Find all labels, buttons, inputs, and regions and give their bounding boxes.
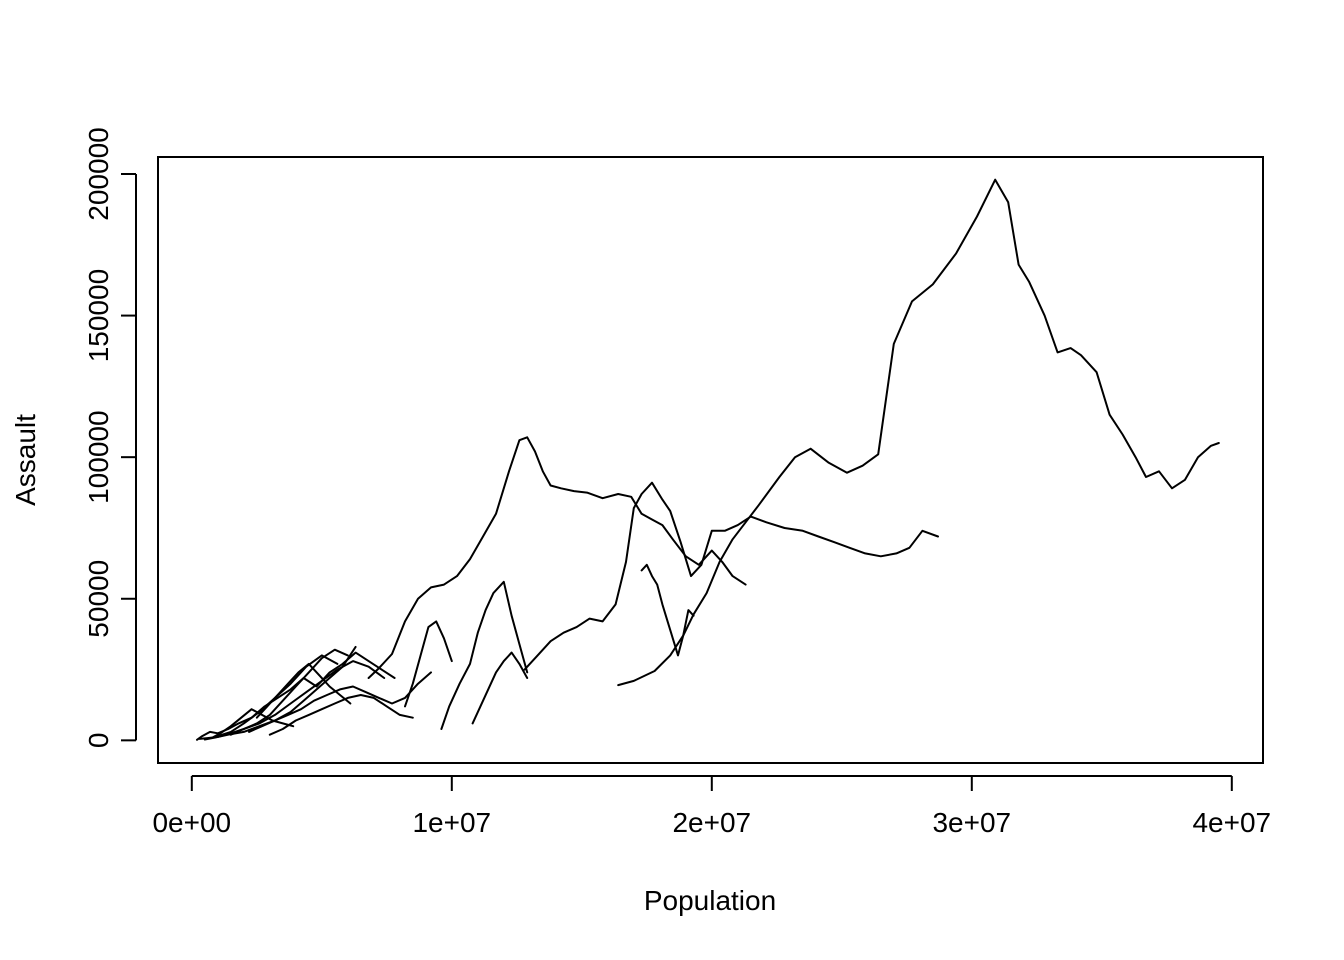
x-tick-label: 4e+07 — [1192, 807, 1271, 838]
y-tick-label: 100000 — [83, 410, 114, 503]
y-tick-label: 0 — [83, 733, 114, 749]
series-line-5 — [440, 580, 529, 730]
series-line-7 — [404, 620, 453, 708]
series-line-14 — [268, 694, 414, 736]
y-tick-label: 50000 — [83, 560, 114, 638]
y-axis: 0 50000 100000 150000 200000 — [83, 127, 137, 749]
y-tick-label: 150000 — [83, 269, 114, 362]
series-line-6 — [471, 651, 529, 725]
series-line-8 — [196, 651, 396, 741]
series-line-1 — [617, 178, 1220, 687]
series-line-4 — [640, 563, 695, 657]
series-line-9 — [198, 660, 386, 740]
x-axis: 0e+00 1e+07 2e+07 3e+07 4e+07 — [152, 775, 1271, 838]
series-line-16 — [211, 708, 295, 739]
x-tick-label: 2e+07 — [672, 807, 751, 838]
series-line-12 — [248, 671, 432, 733]
series-layer — [196, 178, 1220, 741]
plot-frame — [157, 156, 1264, 764]
x-tick-label: 0e+00 — [152, 807, 231, 838]
x-tick-label: 1e+07 — [412, 807, 491, 838]
series-line-15 — [255, 662, 352, 719]
y-axis-label: Assault — [10, 414, 41, 506]
x-tick-label: 3e+07 — [932, 807, 1011, 838]
x-axis-label: Population — [644, 885, 776, 916]
series-line-11 — [229, 648, 349, 736]
series-line-3 — [523, 481, 939, 671]
y-tick-label: 200000 — [83, 127, 114, 220]
series-line-2 — [367, 436, 747, 679]
